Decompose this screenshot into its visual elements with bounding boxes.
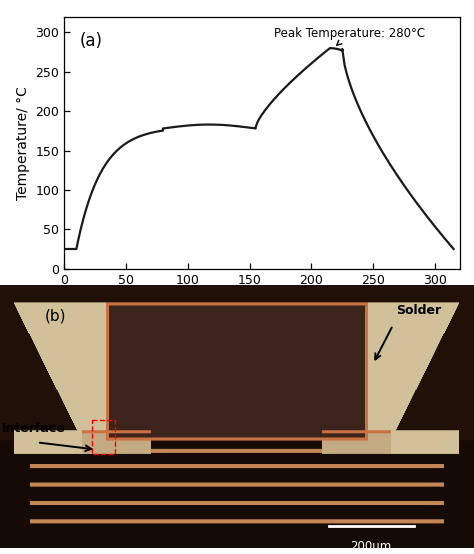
Text: Peak Temperature: 280°C: Peak Temperature: 280°C [274, 27, 425, 45]
Text: Solder: Solder [396, 304, 441, 317]
Text: (b): (b) [45, 309, 66, 324]
Text: 200μm: 200μm [350, 540, 392, 553]
X-axis label: Time/ s: Time/ s [237, 292, 287, 306]
Text: Interface: Interface [2, 422, 66, 434]
Text: (a): (a) [80, 32, 103, 50]
Bar [92, 420, 115, 454]
Y-axis label: Temperature/ °C: Temperature/ °C [16, 86, 30, 199]
